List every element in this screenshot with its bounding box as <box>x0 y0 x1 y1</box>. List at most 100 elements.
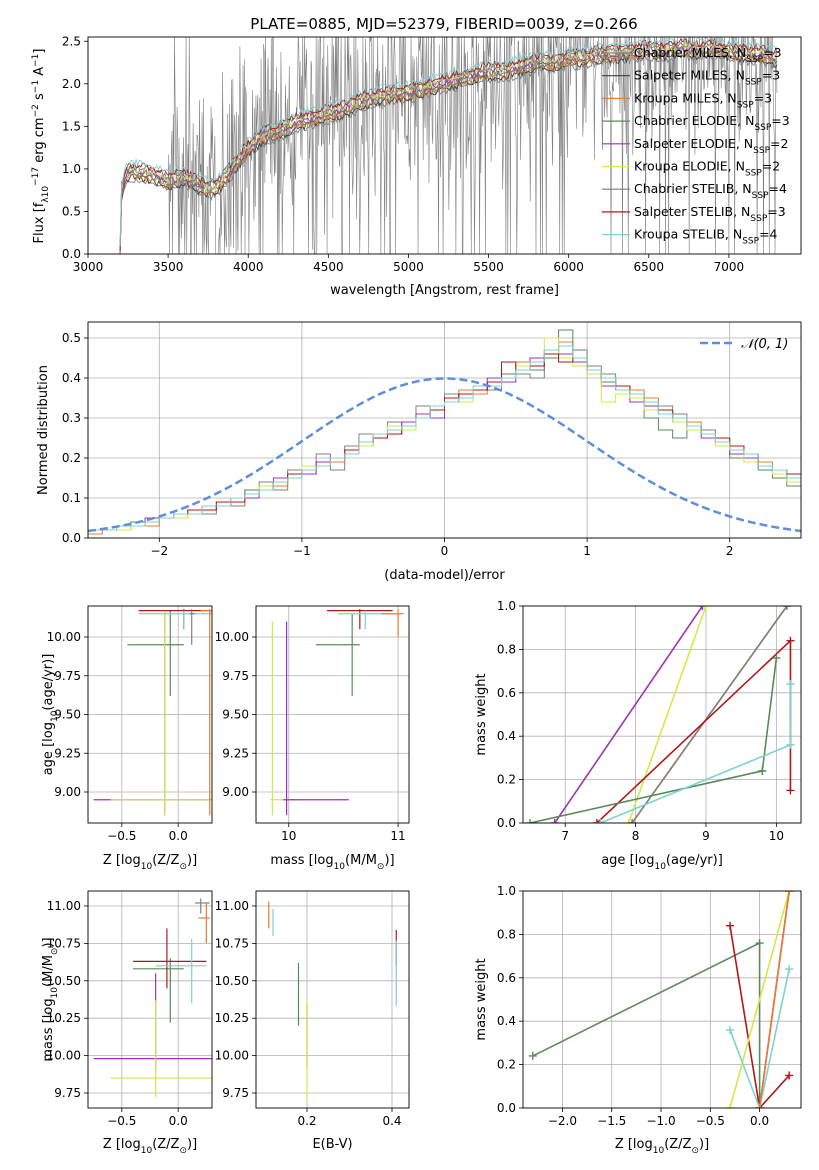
errorbar <box>381 609 404 637</box>
y-axis-label: mass [log10(M/M⊙)] <box>41 937 60 1061</box>
y-tick-label: 9.75 <box>222 669 249 683</box>
label-part: SSP <box>754 123 771 133</box>
label-part: 10 <box>50 987 60 999</box>
axes-frame <box>255 605 410 824</box>
x-tick-label: 0.0 <box>169 829 188 843</box>
label-part: SSP <box>742 237 759 247</box>
errorbar <box>283 621 349 816</box>
y-tick-label: 11.00 <box>47 899 81 913</box>
label-part: =3 <box>763 45 781 60</box>
plot-area <box>93 609 212 816</box>
label-part: ⊙ <box>179 862 187 872</box>
label-part: =2 <box>762 159 780 174</box>
x-tick-label: −2.0 <box>548 1114 577 1128</box>
x-tick-label: 7000 <box>714 260 745 274</box>
series-line <box>758 891 790 1108</box>
axes-frame <box>87 890 213 1109</box>
label-part: SSP <box>750 214 767 224</box>
y-tick-label: 9.50 <box>222 708 249 722</box>
y-tick-label: 10.75 <box>47 936 81 950</box>
legend-entry: Kroupa STELIB, NSSP=4 <box>634 227 778 247</box>
errorbar <box>138 609 212 630</box>
series-line <box>729 925 790 1108</box>
model-fit-line <box>119 53 778 254</box>
x-tick-label: 6500 <box>634 260 665 274</box>
x-tick-label: −0.5 <box>107 829 136 843</box>
y-axis-label: mass weight <box>474 958 489 1040</box>
model-fit-line <box>119 41 778 252</box>
plot-area <box>270 609 404 816</box>
y-tick-label: 0.2 <box>497 1058 516 1072</box>
label-part: 10 <box>654 862 666 872</box>
data-point <box>785 1071 794 1080</box>
data-point <box>526 819 535 823</box>
x-tick-label: −1.5 <box>597 1114 626 1128</box>
weight-vs-metallicity-panel: −2.0 −1.5 −1.0 −0.5 0.0 0.0 0.2 0.4 0.6 0.8 1.0 Z [… <box>474 884 802 1156</box>
axes-frame <box>87 321 802 539</box>
data-point <box>628 819 637 823</box>
label-part: ⊙ <box>179 1146 187 1156</box>
y-tick-label: 0.4 <box>497 1014 516 1028</box>
figure-title: PLATE=0885, MJD=52379, FIBERID=0039, z=0… <box>250 15 637 33</box>
data-point <box>596 819 605 823</box>
y-axis-label: age [log10(age/yr)] <box>41 654 60 776</box>
errorbar <box>270 621 300 816</box>
x-axis-label: wavelength [Angstrom, rest frame] <box>330 283 559 298</box>
x-tick-label: 4500 <box>313 260 344 274</box>
plot-area <box>88 329 801 535</box>
normal-curve <box>88 377 801 533</box>
x-tick-label: 0 <box>441 544 449 558</box>
legend-entry: Salpeter STELIB, NSSP=3 <box>634 204 786 224</box>
errorbar <box>133 958 184 1023</box>
x-axis-label: Z [log10(Z/Z⊙)] <box>103 853 197 872</box>
label-part: ⊙ <box>50 948 60 956</box>
series-line <box>532 941 761 1108</box>
errorbar <box>316 613 360 696</box>
errorbar <box>93 610 212 816</box>
y-tick-label: 1.5 <box>62 119 81 133</box>
label-part: 10 <box>334 862 346 872</box>
y-tick-label: 0.8 <box>497 927 516 941</box>
y-tick-label: 10.25 <box>215 1011 249 1025</box>
label-part: 10 <box>653 1146 665 1156</box>
y-tick-label: 0.5 <box>62 204 81 218</box>
axes-frame <box>87 36 802 255</box>
series-line <box>631 606 788 823</box>
label-part: Chabrier ELODIE, N <box>634 113 754 128</box>
x-tick-label: −0.5 <box>107 1114 136 1128</box>
x-tick-label: 7 <box>561 829 569 843</box>
x-tick-label: 0.0 <box>169 1114 188 1128</box>
data-point <box>782 606 791 610</box>
label-part: )] <box>187 853 197 868</box>
label-part: =3 <box>762 68 780 83</box>
label-part: )] <box>699 1137 709 1152</box>
data-point <box>786 636 795 645</box>
errorbar <box>155 938 207 1004</box>
x-tick-label: 6000 <box>553 260 584 274</box>
label-part: −17 <box>31 167 41 186</box>
data-point <box>624 819 633 823</box>
y-tick-label: 0.0 <box>497 816 516 830</box>
data-point <box>772 654 781 663</box>
label-part: Salpeter STELIB, N <box>634 204 750 219</box>
legend-entry: Chabrier STELIB, NSSP=4 <box>634 181 787 201</box>
label-part: 10 <box>50 710 60 722</box>
y-tick-label: 0.3 <box>62 411 81 425</box>
label-part: Flux [ <box>32 207 47 243</box>
label-part: s <box>32 93 47 104</box>
x-tick-label: 10 <box>281 829 296 843</box>
y-tick-label: 10.00 <box>47 1049 81 1063</box>
data-point <box>755 939 764 948</box>
label-part: Chabrier MILES, N <box>634 45 746 60</box>
label-part: (Z/Z <box>152 853 179 868</box>
label-part: SSP <box>745 169 762 179</box>
label-part: SSP <box>746 55 763 65</box>
plot-area <box>93 898 212 1098</box>
data-point <box>785 891 794 895</box>
y-tick-label: 2.5 <box>62 34 81 48</box>
y-tick-label: 10.50 <box>215 974 249 988</box>
ticks: 7 8 9 10 0.0 0.2 0.4 0.6 0.8 1.0 <box>497 599 784 843</box>
y-tick-label: 0.6 <box>497 971 516 985</box>
label-part: 10 <box>141 862 153 872</box>
